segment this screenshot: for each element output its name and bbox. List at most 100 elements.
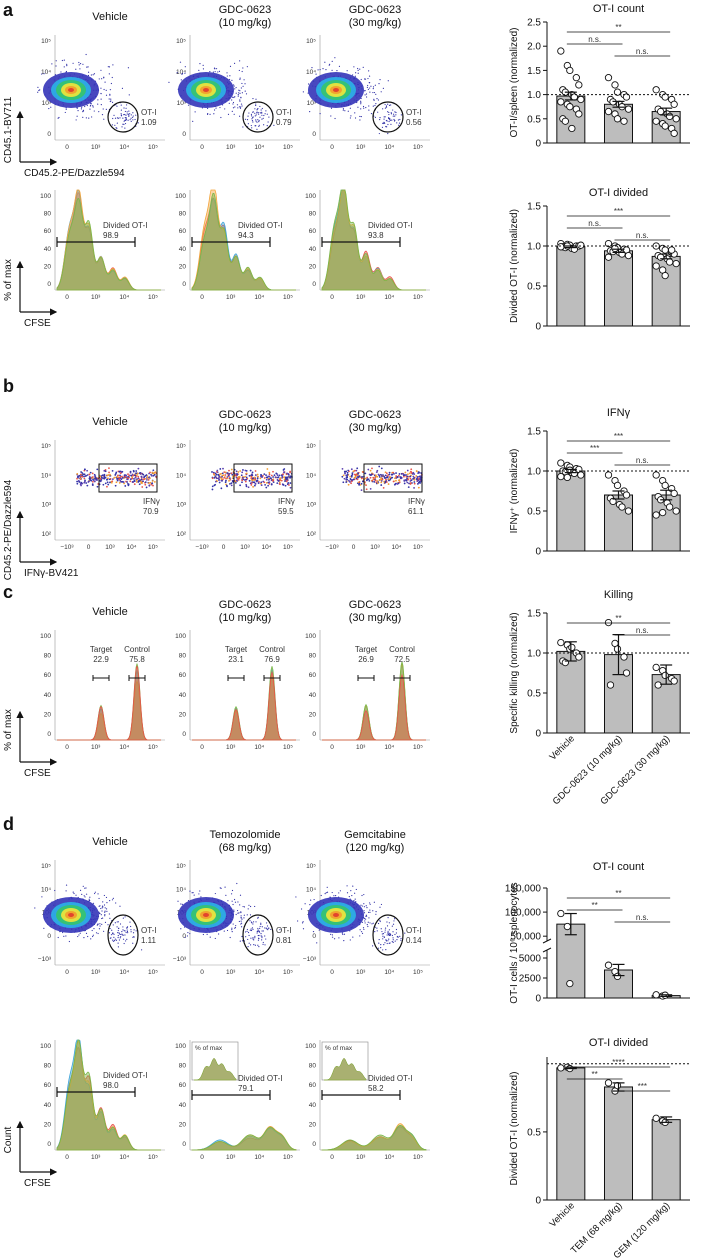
event-dot — [261, 936, 262, 937]
flow-x-tick-label: 10⁵ — [413, 969, 423, 976]
flow-y-tick-label: 10² — [307, 531, 317, 538]
event-dot — [244, 476, 246, 478]
flow-y-tick-label: 100 — [175, 1043, 186, 1050]
event-dot — [86, 933, 87, 934]
event-dot — [80, 63, 81, 64]
event-dot — [131, 121, 132, 122]
event-dot — [229, 103, 230, 104]
event-dot — [121, 113, 122, 114]
flow-x-tick-label: 0 — [330, 144, 334, 151]
event-dot — [263, 942, 264, 943]
event-dot — [101, 924, 102, 925]
event-dot — [105, 907, 106, 908]
event-dot — [87, 481, 89, 483]
event-dot — [119, 117, 120, 118]
event-dot — [248, 905, 249, 906]
event-dot — [104, 915, 105, 916]
event-dot — [355, 899, 356, 900]
event-dot — [41, 896, 42, 897]
event-dot — [374, 902, 375, 903]
gate-value: 72.5 — [394, 655, 410, 664]
event-dot — [413, 487, 415, 489]
gate-name: OT-I — [141, 108, 157, 117]
gate-name: OT-I — [276, 108, 292, 117]
flow-x-tick-label: 10⁵ — [413, 544, 423, 551]
gate-value: 98.0 — [103, 1081, 119, 1090]
data-point — [673, 508, 679, 514]
flow-y-tick-label: 40 — [179, 246, 187, 253]
data-point — [653, 472, 659, 478]
event-dot — [232, 904, 233, 905]
gate-value: 0.56 — [406, 118, 422, 127]
gate-value: 59.5 — [278, 507, 294, 516]
event-dot — [126, 939, 127, 940]
event-dot — [180, 62, 181, 63]
event-dot — [417, 480, 419, 482]
event-dot — [393, 114, 394, 115]
event-dot — [187, 932, 188, 933]
flow-y-tick-label: 80 — [309, 1063, 317, 1070]
event-dot — [154, 472, 156, 474]
event-dot — [215, 938, 216, 939]
event-dot — [146, 479, 148, 481]
event-dot — [359, 935, 360, 936]
event-dot — [383, 122, 384, 123]
event-dot — [224, 887, 225, 888]
event-dot — [236, 914, 237, 915]
event-dot — [189, 933, 190, 934]
event-dot — [343, 940, 344, 941]
gate-name: IFNγ — [143, 497, 160, 506]
gate-name: OT-I — [276, 926, 292, 935]
event-dot — [93, 106, 94, 107]
plot-title: (68 mg/kg) — [219, 842, 272, 854]
event-dot — [185, 937, 186, 938]
gate-value: 75.8 — [129, 655, 145, 664]
event-dot — [357, 476, 359, 478]
event-dot — [240, 895, 241, 896]
event-dot — [401, 114, 402, 115]
event-dot — [354, 477, 356, 479]
event-dot — [316, 942, 317, 943]
event-dot — [132, 117, 133, 118]
event-dot — [303, 921, 304, 922]
event-dot — [374, 931, 375, 932]
event-dot — [153, 475, 155, 477]
event-dot — [225, 474, 227, 476]
event-dot — [369, 909, 370, 910]
event-dot — [368, 480, 370, 482]
event-dot — [243, 79, 244, 80]
event-dot — [373, 100, 374, 101]
event-dot — [86, 54, 87, 55]
event-dot — [250, 944, 251, 945]
y-tick-label: 1.5 — [527, 66, 541, 77]
event-dot — [345, 477, 347, 479]
event-dot — [373, 99, 374, 100]
event-dot — [90, 938, 91, 939]
event-dot — [365, 107, 366, 108]
event-dot — [279, 483, 281, 485]
event-dot — [311, 67, 312, 68]
event-dot — [199, 890, 200, 891]
data-point — [605, 108, 611, 114]
flow-y-tick-label: 10⁴ — [176, 472, 186, 479]
event-dot — [246, 93, 247, 94]
event-dot — [124, 127, 125, 128]
event-dot — [382, 123, 383, 124]
event-dot — [240, 923, 241, 924]
event-dot — [369, 902, 370, 903]
flow-y-tick-label: 20 — [179, 711, 187, 718]
data-point — [671, 130, 677, 136]
event-dot — [187, 935, 188, 936]
event-dot — [233, 84, 234, 85]
event-dot — [215, 472, 217, 474]
event-dot — [236, 93, 237, 94]
x-axis-label: CFSE — [24, 318, 51, 329]
event-dot — [251, 114, 252, 115]
event-dot — [141, 486, 143, 488]
event-dot — [286, 472, 288, 474]
event-dot — [118, 937, 119, 938]
event-dot — [388, 934, 389, 935]
y-tick-label: 0 — [535, 729, 541, 740]
significance-label: ** — [615, 614, 621, 623]
y-axis-label: Specific killing (normalized) — [509, 612, 520, 733]
